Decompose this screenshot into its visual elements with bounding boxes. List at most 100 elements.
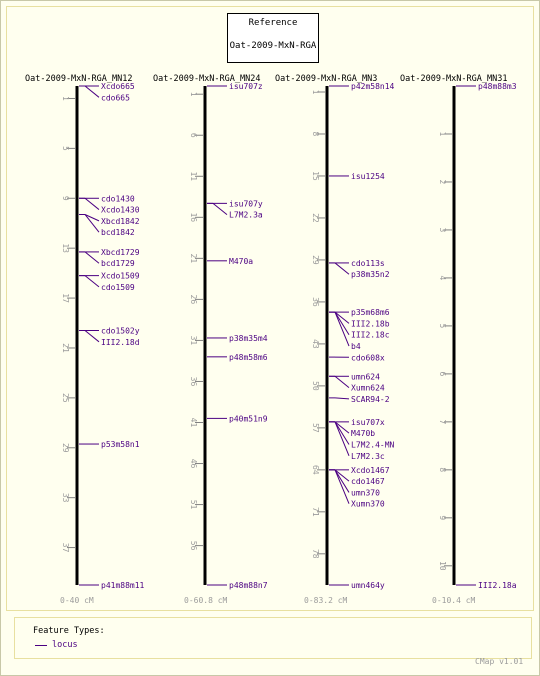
feature-connector [334, 375, 350, 388]
feature-label[interactable]: cdo608x [351, 353, 385, 362]
feature-label[interactable]: isu707z [229, 82, 263, 91]
tick-label: 31 [189, 336, 198, 346]
feature-label[interactable]: cdo1502y [101, 327, 140, 336]
tick-label: 33 [61, 493, 70, 503]
tick-label: 56 [189, 541, 198, 551]
map-1: Oat-2009-MxN-RGA_MN12 1 5 9 13 17 21 25 29 33 37 0-… [25, 74, 145, 605]
feature-label[interactable]: p48m88n7 [229, 581, 268, 590]
feature-label[interactable]: L7M2.4-MN [351, 440, 395, 449]
feature-connector [84, 275, 100, 288]
tick-label: 1 [438, 132, 447, 137]
feature-label[interactable]: bcd1842 [101, 228, 135, 237]
feature-label[interactable]: III2.18d [101, 338, 140, 347]
feature-label[interactable]: Xcdo1430 [101, 206, 140, 215]
feature-label[interactable]: III2.18b [351, 319, 390, 328]
feature-label[interactable]: isu707x [351, 418, 385, 427]
feature-connector [84, 251, 100, 264]
feature-connector [334, 311, 350, 347]
tick-label: 36 [189, 377, 198, 387]
map-3: Oat-2009-MxN-RGA_MN3 1 8 15 22 29 36 43 50 57 64 71… [275, 74, 395, 605]
feature-connector [334, 397, 350, 400]
tick-label: 16 [189, 212, 198, 222]
map-title[interactable]: Oat-2009-MxN-RGA_MN24 [153, 74, 260, 84]
feature-label[interactable]: umn370 [351, 488, 380, 497]
tick-label: 8 [311, 132, 320, 137]
legend-box [14, 617, 532, 659]
feature-label[interactable]: III2.18c [351, 331, 390, 340]
feature-label[interactable]: b4 [351, 342, 361, 351]
reference-label: Reference [248, 18, 298, 28]
reference-map-set[interactable]: Oat-2009-MxN-RGA [229, 41, 317, 51]
map-4: Oat-2009-MxN-RGA_MN31 1 2 3 4 5 6 7 8 9 10 0-10.4 c… [400, 74, 517, 605]
feature-connector [84, 214, 100, 222]
feature-connector [84, 85, 100, 98]
feature-label[interactable]: L7M2.3c [351, 452, 385, 461]
feature-connector [334, 262, 350, 275]
feature-label[interactable]: cdo113s [351, 259, 385, 268]
feature-connector [334, 421, 350, 445]
feature-label[interactable]: Xbcd1842 [101, 217, 140, 226]
feature-label[interactable]: umn464y [351, 581, 385, 590]
feature-label[interactable]: p35m68m6 [351, 308, 390, 317]
feature-label[interactable]: isu1254 [351, 172, 385, 181]
tick-label: 1 [189, 92, 198, 97]
feature-label[interactable]: p38m35n2 [351, 270, 390, 279]
feature-label[interactable]: bcd1729 [101, 259, 135, 268]
feature-label[interactable]: p38m35m4 [229, 334, 268, 343]
map-range-label: 0-60.8 cM [184, 596, 228, 605]
feature-label[interactable]: cdo665 [101, 93, 130, 102]
tick-label: 50 [311, 381, 320, 391]
tick-label: 51 [189, 500, 198, 510]
map-title[interactable]: Oat-2009-MxN-RGA_MN12 [25, 74, 132, 84]
tick-label: 10 [438, 561, 447, 571]
feature-connector [84, 214, 100, 233]
tick-label: 7 [438, 419, 447, 424]
feature-label[interactable]: isu707y [229, 199, 263, 208]
tick-label: 25 [61, 393, 70, 403]
feature-label[interactable]: p42m58n14 [351, 82, 395, 91]
feature-label[interactable]: p48m58m6 [229, 353, 268, 362]
feature-label[interactable]: L7M2.3a [229, 211, 263, 220]
feature-label[interactable]: umn624 [351, 372, 380, 381]
feature-label[interactable]: cdo1467 [351, 477, 385, 486]
feature-label[interactable]: M470a [229, 257, 253, 266]
tick-label: 11 [189, 171, 198, 181]
feature-connector [334, 469, 350, 504]
feature-label[interactable]: p40m51n9 [229, 414, 268, 423]
tick-label: 29 [311, 255, 320, 265]
feature-label[interactable]: III2.18a [478, 581, 517, 590]
feature-label[interactable]: Xumn624 [351, 384, 385, 393]
feature-label[interactable]: p53m58n1 [101, 440, 140, 449]
feature-connector [84, 197, 100, 210]
feature-connector [334, 469, 350, 482]
reference-box: Reference Oat-2009-MxN-RGA [227, 13, 319, 63]
tick-label: 1 [61, 96, 70, 101]
feature-connector [334, 469, 350, 493]
feature-label[interactable]: p41m88m11 [101, 581, 145, 590]
map-title[interactable]: Oat-2009-MxN-RGA_MN3 [275, 74, 377, 84]
feature-label[interactable]: cdo1509 [101, 283, 135, 292]
feature-label[interactable]: Xumn370 [351, 500, 385, 509]
feature-label[interactable]: cdo1430 [101, 194, 135, 203]
feature-connector [334, 311, 350, 335]
map-title[interactable]: Oat-2009-MxN-RGA_MN31 [400, 74, 507, 84]
feature-connector [334, 421, 350, 456]
feature-label[interactable]: Xcdo665 [101, 82, 135, 91]
map-2: Oat-2009-MxN-RGA_MN241611162126313641465… [153, 74, 268, 605]
feature-label[interactable]: M470b [351, 429, 375, 438]
feature-label[interactable]: Xcdo1509 [101, 272, 140, 281]
feature-label[interactable]: SCAR94-2 [351, 395, 390, 404]
tick-label: 57 [311, 423, 320, 433]
feature-label[interactable]: p48m88m3 [478, 82, 517, 91]
feature-connector [334, 421, 350, 434]
tick-label: 9 [61, 196, 70, 201]
tick-label: 17 [61, 293, 70, 303]
feature-label[interactable]: Xcdo1467 [351, 466, 390, 475]
feature-label[interactable]: Xbcd1729 [101, 248, 140, 257]
feature-connector [212, 202, 228, 216]
tick-label: 64 [311, 465, 320, 475]
tick-label: 21 [189, 254, 198, 264]
tick-label: 22 [311, 213, 320, 223]
tick-label: 41 [189, 418, 198, 428]
